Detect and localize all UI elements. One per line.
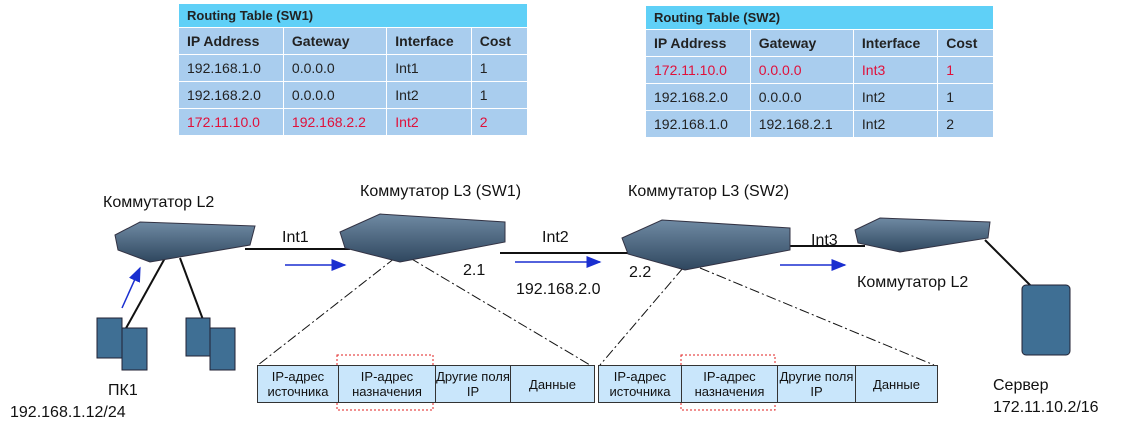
packet-field: IP-адрес назначения [682,366,778,402]
title-row: Routing Table (SW2) [645,5,994,30]
packet-field: Данные [529,376,576,392]
table-cell: 192.168.2.1 [749,110,854,138]
table-cell: 1 [937,56,994,84]
packet-field: Другие поля IP [436,366,511,402]
device-label: Коммутатор L3 (SW1) [360,183,521,200]
table-cell: 1 [937,83,994,111]
packet-field: Другие поля IP [778,366,856,402]
table-cell: 2 [470,108,529,136]
header-cell: Interface [852,29,939,57]
table-cell: Int2 [852,110,939,138]
table-row: 192.168.1.0 192.168.2.1 Int2 2 [645,110,994,138]
address: 2.1 [463,262,485,279]
network-label: 192.168.2.0 [516,281,601,298]
device-label: Коммутатор L2 [857,274,968,291]
switches [114,213,991,271]
title-row: Routing Table (SW1) [178,3,528,28]
interface-label: Int1 [282,229,309,246]
address: 2.2 [629,264,651,281]
header-row: IP Address Gateway Interface Cost [178,27,529,55]
table-cell: Int1 [386,54,472,82]
table-cell: 0.0.0.0 [749,56,854,84]
device-label: ПК1 [108,382,138,399]
table-title: Routing Table (SW1) [178,3,528,28]
table-cell: 2 [937,110,994,138]
device-label: Коммутатор L3 (SW2) [628,183,789,200]
table-title: Routing Table (SW2) [645,5,994,30]
table-row: 192.168.2.0 0.0.0.0 Int2 1 [645,83,994,111]
links [124,239,1036,331]
table-cell: 1 [470,81,529,109]
header-cell: IP Address [645,29,751,57]
table-cell: Int2 [386,108,472,136]
table-row: 172.11.10.0 192.168.2.2 Int2 2 [178,108,529,136]
table-row: 192.168.1.0 0.0.0.0 Int1 1 [178,54,529,82]
table-cell: 192.168.1.0 [645,110,751,138]
interface-label: Int2 [542,229,569,246]
highlight [336,354,434,411]
header-cell: Gateway [749,29,854,57]
table-cell: 0.0.0.0 [282,54,388,82]
packet-field: IP-адрес источника [258,366,339,402]
table-cell: 172.11.10.0 [178,108,284,136]
interface-label: Int3 [811,232,838,249]
address: 172.11.10.2/16 [993,399,1099,416]
computers [96,284,1071,371]
header-cell: Cost [470,27,529,55]
table-row: 192.168.2.0 0.0.0.0 Int2 1 [178,81,529,109]
packet-field: IP-адрес источника [599,366,682,402]
table-cell: 192.168.2.2 [282,108,388,136]
packet-field: Данные [873,376,920,392]
address: 192.168.1.12/24 [10,404,126,421]
flow-arrows [121,256,847,309]
packet: IP-адрес источника IP-адрес назначения Дру… [598,365,938,403]
packet-field: IP-адрес назначения [339,366,436,402]
packet-leaders [257,257,935,366]
routing-table: Routing Table (SW1) IP Address Gateway Inte… [178,3,529,136]
device-label: Сервер [993,377,1049,394]
table-cell: 1 [470,54,529,82]
header-row: IP Address Gateway Interface Cost [645,29,994,57]
device-label: Коммутатор L2 [103,194,214,211]
routing-table: Routing Table (SW2) IP Address Gateway Inte… [645,5,994,138]
header-cell: Gateway [282,27,388,55]
table-cell: 192.168.1.0 [178,54,284,82]
table-cell: Int2 [386,81,472,109]
packet: IP-адрес источника IP-адрес назначения Дру… [257,365,595,403]
